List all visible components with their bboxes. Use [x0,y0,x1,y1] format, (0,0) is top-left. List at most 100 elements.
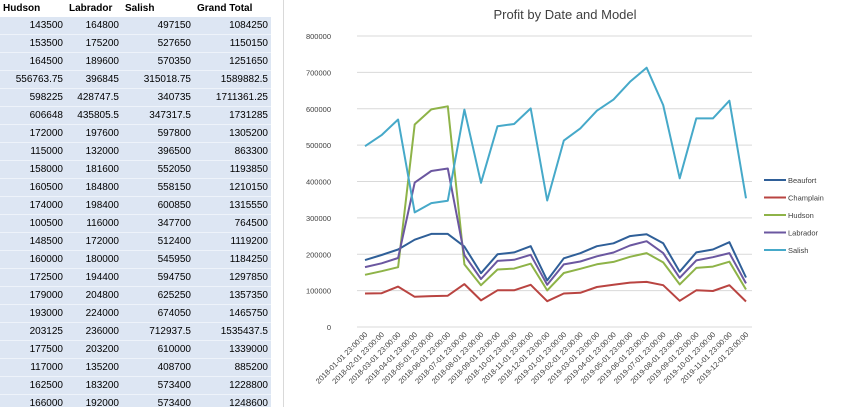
table-cell[interactable]: 408700 [122,358,194,377]
table-cell[interactable]: 181600 [66,160,122,179]
legend-label[interactable]: Hudson [788,211,814,220]
table-cell[interactable]: 1535437.5 [194,322,271,341]
table-cell[interactable]: 435805.5 [66,106,122,125]
table-cell[interactable]: 224000 [66,304,122,323]
table-cell[interactable]: 347317.5 [122,106,194,125]
table-cell[interactable]: 594750 [122,268,194,287]
table-cell[interactable]: 764500 [194,214,271,233]
table-cell[interactable]: 1711361.25 [194,88,271,107]
table-cell[interactable]: 606648 [0,106,66,125]
table-cell[interactable]: 153500 [0,34,66,53]
table-cell[interactable]: 174000 [0,196,66,215]
table-cell[interactable]: 556763.75 [0,70,66,89]
table-cell[interactable]: 172000 [0,124,66,143]
table-cell[interactable]: 863300 [194,142,271,161]
table-cell[interactable]: 183200 [66,376,122,395]
table-cell[interactable]: 1248600 [194,394,271,407]
table-cell[interactable]: 552050 [122,160,194,179]
table-cell[interactable]: 545950 [122,250,194,269]
table-cell[interactable]: 193000 [0,304,66,323]
table-cell[interactable]: 116000 [66,214,122,233]
series-line-labrador[interactable] [364,167,747,286]
table-cell[interactable]: 236000 [66,322,122,341]
table-cell[interactable]: 1150150 [194,34,271,53]
table-cell[interactable]: 712937.5 [122,322,194,341]
table-cell[interactable]: 1193850 [194,160,271,179]
legend-label[interactable]: Beaufort [788,176,817,185]
line-chart[interactable]: Profit by Date and Model 0 100000 200000 300… [283,0,844,407]
series-line-beaufort[interactable] [364,232,747,282]
table-cell[interactable]: 570350 [122,52,194,71]
series-line-champlain[interactable] [364,280,747,303]
table-cell[interactable]: 1210150 [194,178,271,197]
table-cell[interactable]: 1297850 [194,268,271,287]
table-cell[interactable]: 198400 [66,196,122,215]
table-cell[interactable]: 1119200 [194,232,271,251]
header-cell[interactable]: Grand Total [194,0,271,17]
table-cell[interactable]: 558150 [122,178,194,197]
table-cell[interactable]: 172000 [66,232,122,251]
table-cell[interactable]: 135200 [66,358,122,377]
table-cell[interactable]: 885200 [194,358,271,377]
table-cell[interactable]: 162500 [0,376,66,395]
header-cell[interactable]: Hudson [0,0,66,17]
table-cell[interactable]: 428747.5 [66,88,122,107]
table-cell[interactable]: 1251650 [194,52,271,71]
table-cell[interactable]: 1228800 [194,376,271,395]
table-cell[interactable]: 143500 [0,17,66,35]
table-cell[interactable]: 674050 [122,304,194,323]
table-cell[interactable]: 117000 [0,358,66,377]
table-cell[interactable]: 1465750 [194,304,271,323]
table-cell[interactable]: 600850 [122,196,194,215]
table-cell[interactable]: 396845 [66,70,122,89]
table-cell[interactable]: 177500 [0,340,66,359]
table-cell[interactable]: 1731285 [194,106,271,125]
table-cell[interactable]: 166000 [0,394,66,407]
table-cell[interactable]: 172500 [0,268,66,287]
table-cell[interactable]: 340735 [122,88,194,107]
table-cell[interactable]: 158000 [0,160,66,179]
table-cell[interactable]: 197600 [66,124,122,143]
table-cell[interactable]: 573400 [122,376,194,395]
table-cell[interactable]: 347700 [122,214,194,233]
table-cell[interactable]: 194400 [66,268,122,287]
table-cell[interactable]: 132000 [66,142,122,161]
table-cell[interactable]: 1315550 [194,196,271,215]
table-cell[interactable]: 1357350 [194,286,271,305]
legend-label[interactable]: Salish [788,246,808,255]
series-line-salish[interactable] [364,66,747,214]
table-cell[interactable]: 179000 [0,286,66,305]
table-cell[interactable]: 527650 [122,34,194,53]
table-cell[interactable]: 148500 [0,232,66,251]
table-cell[interactable]: 203125 [0,322,66,341]
table-cell[interactable]: 597800 [122,124,194,143]
table-cell[interactable]: 497150 [122,17,194,35]
table-cell[interactable]: 203200 [66,340,122,359]
table-cell[interactable]: 396500 [122,142,194,161]
header-cell[interactable]: Labrador [66,0,122,17]
table-cell[interactable]: 1589882.5 [194,70,271,89]
series-line-hudson[interactable] [364,105,747,292]
table-cell[interactable]: 512400 [122,232,194,251]
table-cell[interactable]: 100500 [0,214,66,233]
table-cell[interactable]: 1305200 [194,124,271,143]
legend-label[interactable]: Labrador [788,229,819,238]
table-cell[interactable]: 315018.75 [122,70,194,89]
table-cell[interactable]: 175200 [66,34,122,53]
table-cell[interactable]: 1084250 [194,17,271,35]
table-cell[interactable]: 598225 [0,88,66,107]
header-cell[interactable]: Salish [122,0,194,17]
table-cell[interactable]: 1339000 [194,340,271,359]
table-cell[interactable]: 160000 [0,250,66,269]
table-cell[interactable]: 180000 [66,250,122,269]
table-cell[interactable]: 164800 [66,17,122,35]
table-cell[interactable]: 115000 [0,142,66,161]
table-cell[interactable]: 610000 [122,340,194,359]
table-cell[interactable]: 192000 [66,394,122,407]
table-cell[interactable]: 204800 [66,286,122,305]
table-cell[interactable]: 164500 [0,52,66,71]
table-cell[interactable]: 573400 [122,394,194,407]
legend-label[interactable]: Champlain [788,194,824,203]
table-cell[interactable]: 1184250 [194,250,271,269]
table-cell[interactable]: 160500 [0,178,66,197]
